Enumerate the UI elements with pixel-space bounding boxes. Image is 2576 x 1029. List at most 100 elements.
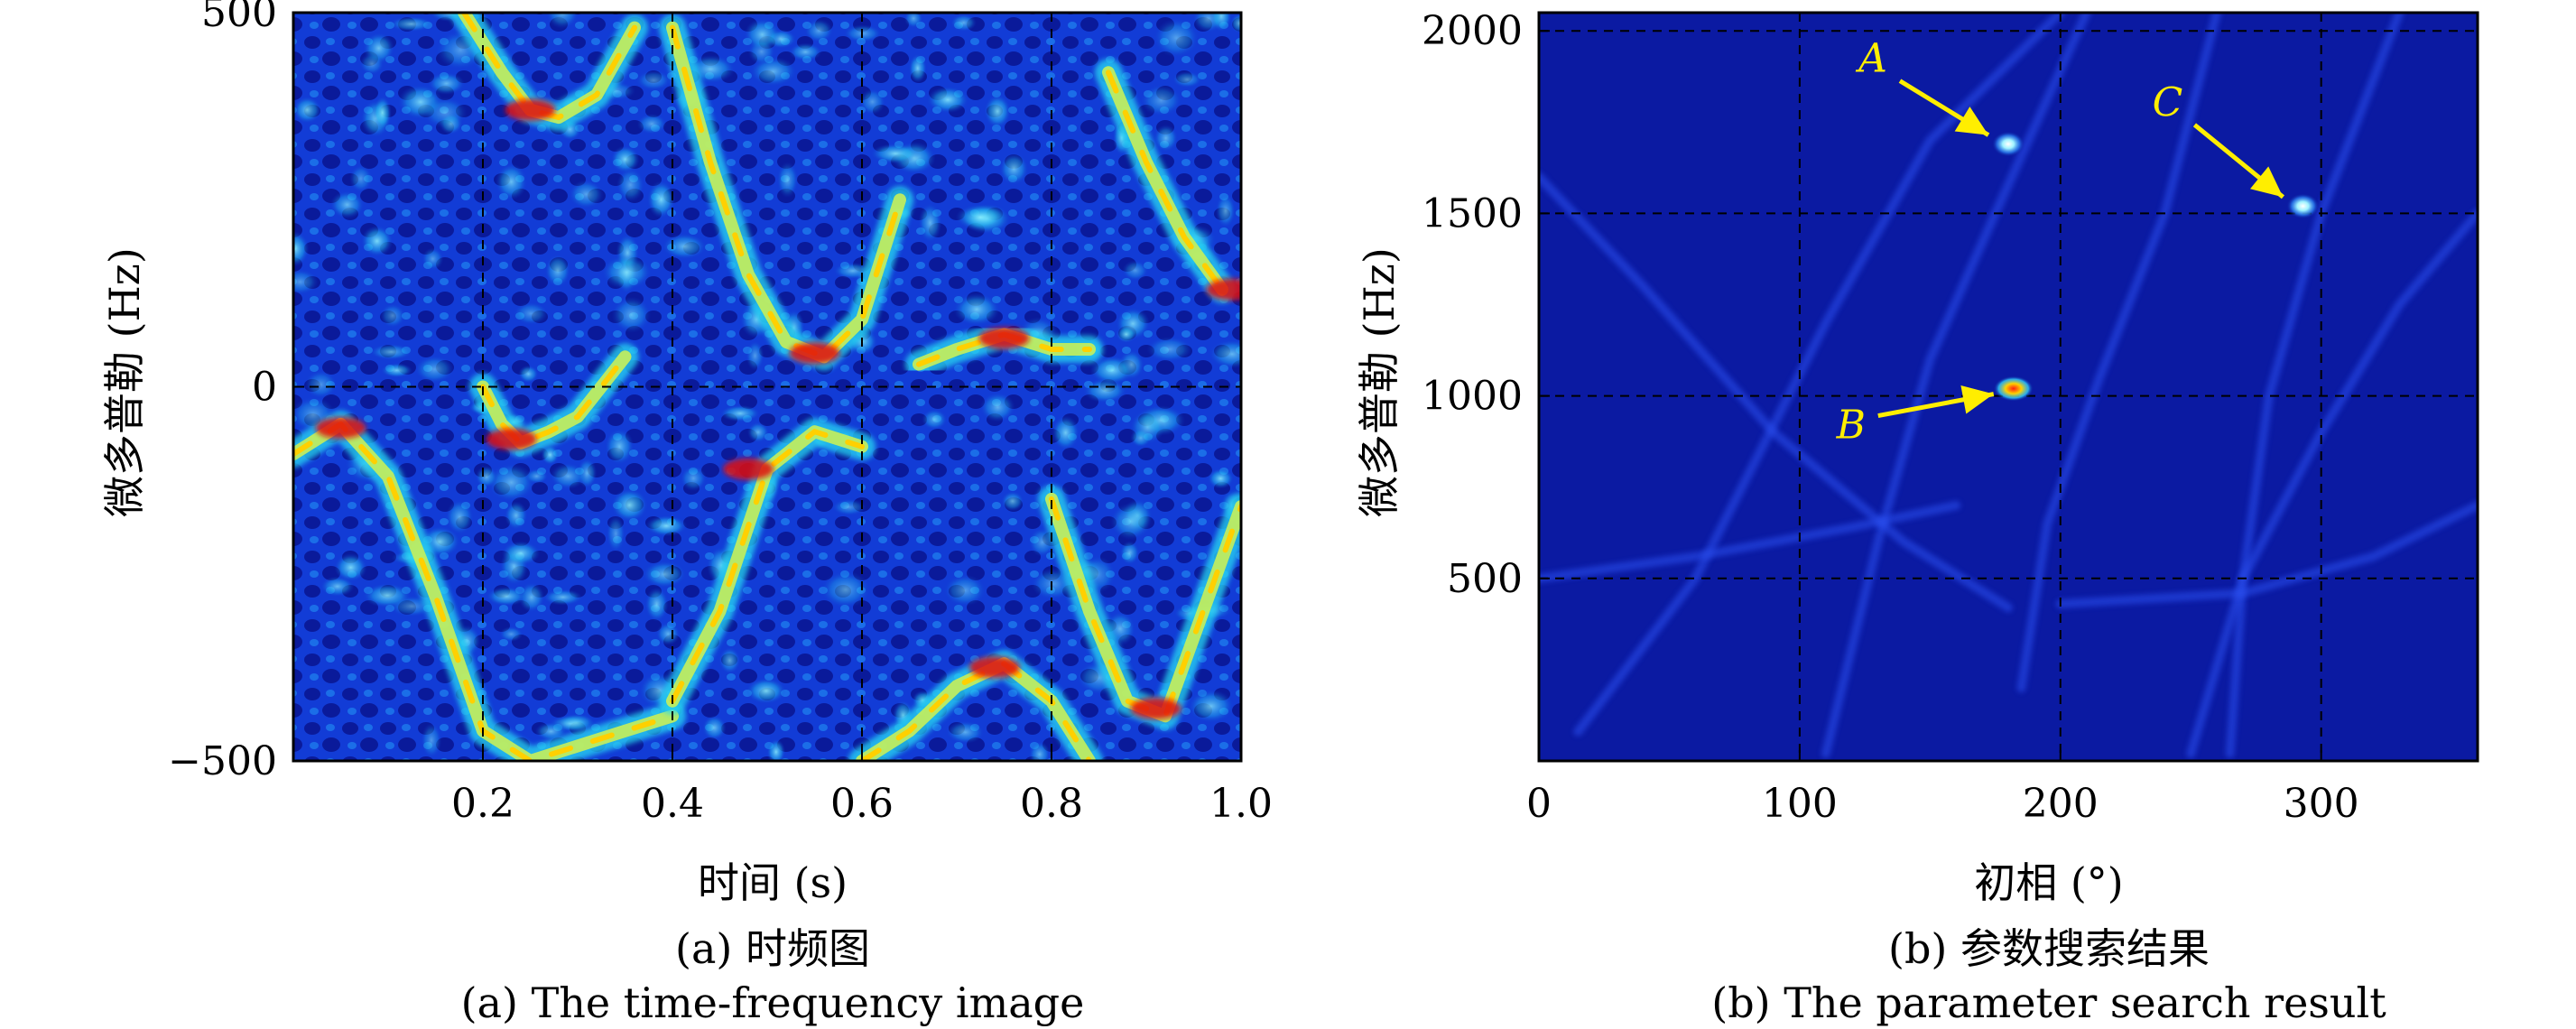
speckle-blob <box>518 365 539 384</box>
speckle-blob <box>513 301 549 325</box>
ridge-peak <box>505 98 556 121</box>
speckle-blob <box>605 428 635 465</box>
panel-a-caption-en: (a) The time-frequency image <box>460 978 1085 1027</box>
x-tick-label: 0.8 <box>1020 781 1083 827</box>
x-tick-label: 0 <box>1526 781 1552 827</box>
speckle-blob <box>1230 13 1241 33</box>
speckle-blob <box>1028 527 1056 557</box>
speckle-blob <box>1146 336 1193 363</box>
search-trace <box>1573 13 2065 737</box>
speckle-blob <box>746 422 770 443</box>
speckle-blob <box>719 404 761 422</box>
x-tick-label: 0.6 <box>830 781 894 827</box>
panel-b-parameter-search: A B C 0 100 200 300 500 1000 1500 2000 <box>1422 8 2479 827</box>
panel-a-x-axis-label: 时间 (s) <box>697 858 848 907</box>
y-tick-label: 2000 <box>1422 8 1523 54</box>
speckle-blob <box>373 96 392 130</box>
speckle-blob <box>369 343 413 360</box>
speckle-blob <box>979 392 1015 422</box>
speckle-blob <box>1154 124 1179 153</box>
speckle-blob <box>858 88 886 116</box>
speckle-blob <box>820 570 871 608</box>
speckle-blob <box>984 94 1012 129</box>
speckle-blob <box>293 231 310 267</box>
speckle-blob <box>950 14 977 32</box>
panel-b-x-axis-label: 初相 (°) <box>1974 858 2124 907</box>
speckle-blob <box>524 468 549 484</box>
speckle-blob <box>487 463 535 502</box>
plot-b-x-ticks: 0 100 200 300 <box>1526 750 2359 827</box>
speckle-blob <box>766 738 786 761</box>
speckle-blob <box>486 586 527 607</box>
speckle-blob <box>568 180 604 209</box>
speckle-blob <box>804 18 834 42</box>
peak-a <box>1992 131 2025 157</box>
arrow-head <box>1954 107 1988 135</box>
speckle-blob <box>427 71 466 96</box>
x-tick-label: 0.2 <box>451 781 514 827</box>
speckle-blob <box>601 255 652 290</box>
x-tick-label: 1.0 <box>1209 781 1273 827</box>
speckle-blob <box>495 163 528 200</box>
speckle-blob <box>329 190 365 219</box>
speckle-blob <box>606 514 625 552</box>
speckle-blob <box>518 582 545 613</box>
speckle-blob <box>380 303 406 329</box>
search-trace <box>2225 13 2405 758</box>
peak-label: B <box>1836 403 1866 449</box>
speckle-blob <box>545 13 579 30</box>
speckle-blob <box>611 296 652 333</box>
speckle-blob <box>702 715 727 741</box>
speckle-blob <box>776 162 799 199</box>
speckle-blob <box>445 499 474 534</box>
ridge-peak <box>1206 278 1241 301</box>
speckle-blob <box>918 203 942 243</box>
speckle-blob <box>1116 325 1137 343</box>
speckle-blob <box>542 589 583 606</box>
peak-b <box>1993 375 2034 402</box>
peak-c <box>2286 193 2320 219</box>
speckle-blob <box>320 576 355 598</box>
speckle-blob <box>534 721 568 741</box>
ridge-peak <box>978 327 1030 349</box>
plot-b-frame <box>1537 11 2479 763</box>
speckle-blob <box>363 583 412 608</box>
speckle-blob <box>611 488 648 523</box>
speckle-blob <box>1089 356 1135 385</box>
ridge-peak <box>969 656 1020 679</box>
peak-label: C <box>2153 79 2183 125</box>
search-trace <box>1539 500 1961 583</box>
speckle-blob <box>421 722 442 758</box>
speckle-blob <box>953 292 1000 326</box>
speckle-blob <box>1154 18 1200 58</box>
ridge-hot <box>1106 70 1225 292</box>
speckle-blob <box>746 677 786 704</box>
speckle-blob <box>414 355 455 384</box>
ridge-peak <box>1130 697 1181 719</box>
x-tick-label: 300 <box>2284 781 2359 827</box>
y-tick-label: 1500 <box>1422 190 1523 236</box>
speckle-blob <box>1172 70 1202 88</box>
plot-b-peaks <box>1992 131 2320 402</box>
speckle-blob <box>293 96 322 124</box>
speckle-blob <box>646 181 676 218</box>
speckle-blob <box>304 370 338 399</box>
speckle-blob <box>1188 689 1235 723</box>
speckle-blob <box>655 622 681 646</box>
x-tick-label: 100 <box>1762 781 1838 827</box>
speckle-blob <box>504 501 528 530</box>
arrow-head <box>1960 385 1994 414</box>
y-tick-label: 1000 <box>1422 374 1523 420</box>
plot-b-annotations: A B C <box>1836 36 2285 449</box>
speckle-blob <box>1028 741 1051 761</box>
speckle-blob <box>1130 410 1165 445</box>
speckle-blob <box>1110 502 1153 541</box>
speckle-blob <box>389 16 433 32</box>
speckle-blob <box>922 409 948 431</box>
speckle-blob <box>1192 13 1225 33</box>
speckle-blob <box>541 444 560 466</box>
speckle-blob <box>636 113 667 134</box>
speckle-blob <box>475 465 498 488</box>
speckle-blob <box>334 553 367 582</box>
